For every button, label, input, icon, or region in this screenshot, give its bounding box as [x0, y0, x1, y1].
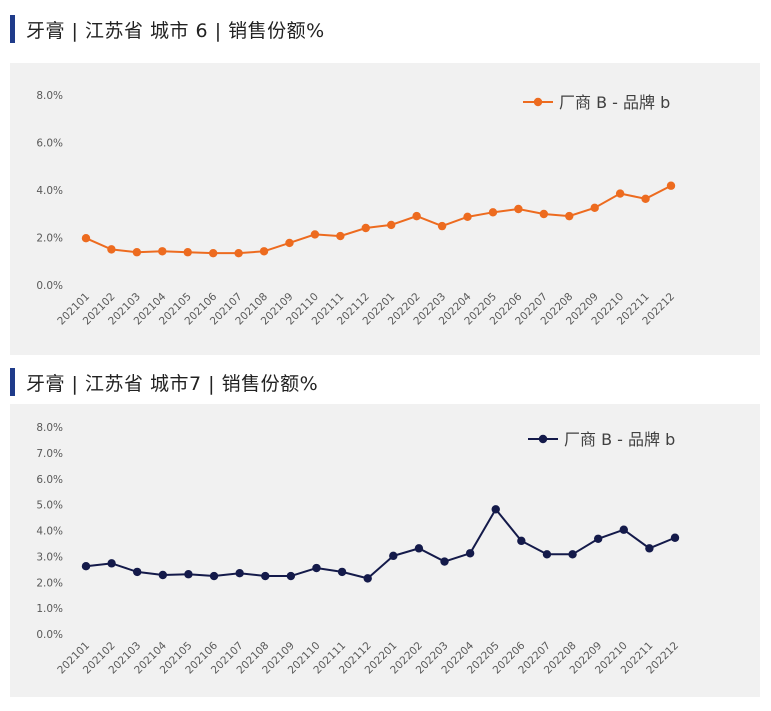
y-tick-label: 0.0%: [36, 629, 63, 641]
y-tick-label: 2.0%: [36, 577, 63, 589]
data-point: [337, 567, 347, 577]
data-point: [539, 209, 549, 219]
data-point: [259, 247, 269, 256]
data-point: [542, 550, 552, 559]
y-tick-label: 6.0%: [36, 138, 63, 150]
series-line: [85, 184, 672, 255]
data-point: [235, 568, 244, 578]
data-point: [593, 534, 603, 543]
y-tick-label: 5.0%: [36, 500, 63, 512]
title-accent-bar: [10, 15, 15, 43]
data-point: [234, 248, 243, 258]
chart-2-plot: 0.0%1.0%2.0%3.0%4.0%5.0%6.0%7.0%8.0%2021…: [36, 422, 681, 676]
data-point: [412, 211, 421, 221]
data-point: [363, 574, 372, 583]
data-point: [414, 544, 424, 553]
data-point: [81, 234, 91, 243]
data-point: [107, 559, 116, 568]
data-point: [565, 211, 574, 221]
data-point: [437, 221, 447, 231]
data-point: [491, 505, 500, 514]
data-point: [336, 231, 345, 241]
data-point: [158, 247, 167, 256]
data-point: [285, 238, 294, 248]
data-point: [619, 525, 628, 534]
chart-2-title: 牙膏 | 江苏省 城市7 | 销售份额%: [26, 372, 319, 395]
data-point: [590, 203, 599, 213]
legend-label: 厂商 B - 品牌 b: [564, 430, 675, 449]
y-tick-label: 8.0%: [36, 422, 63, 434]
data-point: [208, 248, 218, 258]
chart-2-panel: 0.0% 1.0% 2.0% 3.0% 4.0% 5.0% 6.0% 7.0% 8.0% 2021…: [10, 404, 760, 697]
data-point: [517, 536, 526, 546]
title-accent-bar: [10, 368, 15, 396]
chart-1-plot: 0.0%2.0%4.0%6.0%8.0%20210120210220210320…: [36, 90, 677, 327]
data-point: [81, 562, 91, 571]
data-point: [670, 533, 680, 542]
data-point: [310, 230, 320, 239]
data-point: [440, 557, 449, 566]
y-tick-label: 2.0%: [36, 233, 63, 245]
data-point: [209, 571, 219, 581]
data-point: [465, 549, 475, 558]
data-point: [286, 571, 296, 581]
data-point: [133, 567, 142, 577]
data-point: [183, 248, 192, 257]
data-point: [514, 204, 523, 214]
data-point: [132, 248, 142, 257]
data-point: [641, 194, 650, 203]
data-point: [645, 544, 654, 553]
legend-dot-marker: [533, 97, 543, 107]
y-tick-label: 7.0%: [36, 448, 63, 460]
y-tick-label: 8.0%: [36, 90, 63, 102]
series-line: [85, 507, 676, 580]
data-point: [389, 551, 398, 561]
y-tick-label: 4.0%: [36, 185, 63, 197]
data-point: [107, 245, 116, 254]
y-tick-label: 4.0%: [36, 526, 63, 538]
data-point: [158, 570, 168, 580]
legend-dot-marker: [538, 434, 548, 444]
chart-2-header: 牙膏 | 江苏省 城市7 | 销售份额%: [10, 368, 318, 396]
data-point: [184, 570, 193, 579]
data-point: [312, 563, 321, 573]
y-tick-label: 6.0%: [36, 474, 63, 486]
data-point: [488, 208, 498, 217]
data-point: [463, 212, 472, 222]
data-point: [387, 220, 396, 230]
legend-label: 厂商 B - 品牌 b: [559, 93, 670, 112]
chart-1-panel: 0.0% 2.0% 4.0% 6.0% 8.0% 202101 202102 202103 20…: [10, 63, 760, 355]
chart-1-title: 牙膏 | 江苏省 城市 6 | 销售份额%: [26, 19, 325, 42]
y-tick-label: 3.0%: [36, 551, 63, 563]
y-tick-label: 1.0%: [36, 603, 63, 615]
data-point: [666, 181, 676, 190]
data-point: [568, 550, 577, 559]
y-tick-label: 0.0%: [36, 280, 63, 292]
data-point: [261, 571, 270, 581]
data-point: [615, 189, 625, 198]
chart-1-header: 牙膏 | 江苏省 城市 6 | 销售份额%: [10, 15, 325, 43]
data-point: [361, 223, 370, 233]
